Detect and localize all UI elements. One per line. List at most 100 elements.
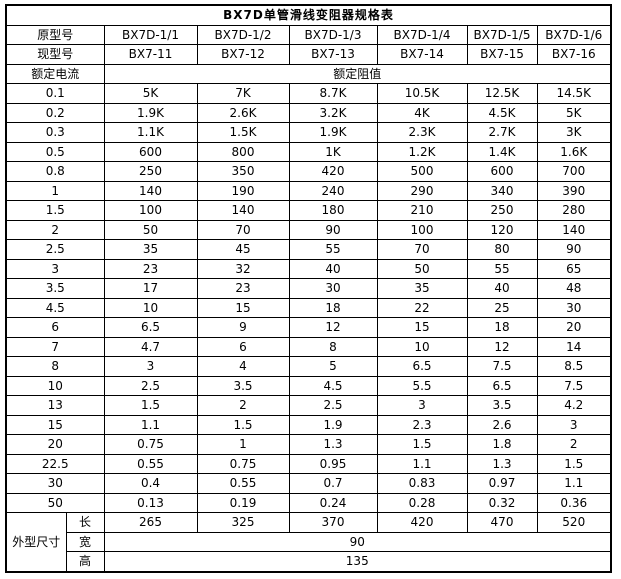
dims-width-row: 宽 90	[6, 531, 612, 552]
resistance-value-cell: 1.8	[466, 434, 538, 455]
resistance-value-cell: 23	[103, 258, 198, 279]
dims-width-label: 宽	[65, 531, 105, 552]
spec-row: 0.3 1.1K 1.5K 1.9K 2.3K 2.7K 3K	[5, 122, 612, 143]
dims-length-value-cell: 265	[103, 512, 198, 533]
resistance-value-cell: 0.7	[288, 473, 378, 494]
rated-current-cell: 0.5	[5, 141, 105, 162]
resistance-value-cell: 35	[376, 278, 468, 299]
dims-length-row: 外型尺寸 长 265 325 370 420 470 520	[5, 512, 612, 572]
resistance-value-cell: 290	[376, 180, 468, 201]
resistance-value-cell: 2.5	[103, 375, 198, 396]
resistance-value-cell: 1.5	[196, 414, 290, 435]
dims-height-label: 高	[65, 551, 105, 572]
resistance-value-cell: 23	[196, 278, 290, 299]
resistance-value-cell: 50	[103, 219, 198, 240]
resistance-value-cell: 2.5	[288, 395, 378, 416]
resistance-value-cell: 2.7K	[466, 122, 538, 143]
spec-row: 7 4.7 6 8 10 12 14	[5, 336, 612, 357]
rated-current-cell: 0.1	[5, 83, 105, 104]
spec-row: 15 1.1 1.5 1.9 2.3 2.6 3	[5, 414, 612, 435]
resistance-value-cell: 3.5	[196, 375, 290, 396]
rated-current-cell: 2	[5, 219, 105, 240]
resistance-value-cell: 6.5	[466, 375, 538, 396]
dims-length-label: 长	[65, 512, 105, 533]
resistance-value-cell: 80	[466, 239, 538, 260]
resistance-value-cell: 18	[466, 317, 538, 338]
resistance-value-cell: 700	[536, 161, 612, 182]
resistance-value-cell: 10	[103, 297, 198, 318]
resistance-value-cell: 17	[103, 278, 198, 299]
dims-height-value: 135	[103, 551, 612, 572]
current-model-cell: BX7-14	[376, 44, 468, 65]
dimensions-section: 外型尺寸 长 265 325 370 420 470 520 宽 90 高 135	[5, 512, 612, 572]
resistance-value-cell: 14.5K	[536, 83, 612, 104]
resistance-value-cell: 9	[196, 317, 290, 338]
rated-header-row: 额定电流 额定阻值	[5, 63, 612, 84]
original-model-row: 原型号 BX7D-1/1 BX7D-1/2 BX7D-1/3 BX7D-1/4 …	[5, 24, 612, 45]
resistance-value-cell: 22	[376, 297, 468, 318]
resistance-value-cell: 0.75	[196, 453, 290, 474]
resistance-value-cell: 600	[103, 141, 198, 162]
rated-current-cell: 30	[5, 473, 105, 494]
original-model-cell: BX7D-1/2	[196, 24, 290, 45]
dims-length-value-cell: 370	[288, 512, 378, 533]
resistance-value-cell: 600	[466, 161, 538, 182]
original-model-cell: BX7D-1/1	[103, 24, 198, 45]
rated-current-cell: 2.5	[5, 239, 105, 260]
rated-current-cell: 22.5	[5, 453, 105, 474]
resistance-value-cell: 0.83	[376, 473, 468, 494]
rated-current-cell: 50	[5, 492, 105, 513]
rated-current-cell: 3.5	[5, 278, 105, 299]
resistance-value-cell: 50	[376, 258, 468, 279]
resistance-value-cell: 55	[466, 258, 538, 279]
resistance-value-cell: 48	[536, 278, 612, 299]
resistance-value-cell: 3.2K	[288, 102, 378, 123]
dims-length-value-cell: 325	[196, 512, 290, 533]
current-model-label: 现型号	[5, 44, 105, 65]
resistance-value-cell: 2.6	[466, 414, 538, 435]
resistance-value-cell: 4K	[376, 102, 468, 123]
resistance-value-cell: 5.5	[376, 375, 468, 396]
resistance-value-cell: 280	[536, 200, 612, 221]
title-row: BX7D单管滑线变阻器规格表	[5, 4, 612, 26]
resistance-value-cell: 0.55	[196, 473, 290, 494]
dims-length-value-cell: 520	[536, 512, 612, 533]
resistance-value-cell: 800	[196, 141, 290, 162]
current-model-cell: BX7-11	[103, 44, 198, 65]
dims-height-row: 高 135	[6, 551, 612, 572]
original-model-cell: BX7D-1/4	[376, 24, 468, 45]
data-section: 0.1 5K 7K 8.7K 10.5K 12.5K 14.5K 0.2 1.9K 2.6K 3.2…	[5, 83, 612, 513]
resistance-value-cell: 1.5	[376, 434, 468, 455]
resistance-value-cell: 1.1K	[103, 122, 198, 143]
resistance-value-cell: 2.3K	[376, 122, 468, 143]
rated-current-cell: 0.8	[5, 161, 105, 182]
resistance-value-cell: 100	[376, 219, 468, 240]
spec-row: 2 50 70 90 100 120 140	[5, 219, 612, 240]
spec-row: 0.1 5K 7K 8.7K 10.5K 12.5K 14.5K	[5, 83, 612, 104]
original-model-cell: BX7D-1/5	[466, 24, 538, 45]
rated-current-cell: 20	[5, 434, 105, 455]
spec-row: 2.5 35 45 55 70 80 90	[5, 239, 612, 260]
resistance-value-cell: 0.95	[288, 453, 378, 474]
resistance-value-cell: 10.5K	[376, 83, 468, 104]
spec-row: 30 0.4 0.55 0.7 0.83 0.97 1.1	[5, 473, 612, 494]
resistance-value-cell: 100	[103, 200, 198, 221]
resistance-value-cell: 250	[466, 200, 538, 221]
resistance-value-cell: 40	[288, 258, 378, 279]
spec-row: 3.5 17 23 30 35 40 48	[5, 278, 612, 299]
spec-row: 8 3 4 5 6.5 7.5 8.5	[5, 356, 612, 377]
resistance-value-cell: 1.2K	[376, 141, 468, 162]
resistance-value-cell: 3.5	[466, 395, 538, 416]
spec-row: 0.5 600 800 1K 1.2K 1.4K 1.6K	[5, 141, 612, 162]
resistance-value-cell: 30	[288, 278, 378, 299]
resistance-value-cell: 1.1	[103, 414, 198, 435]
spec-row: 0.2 1.9K 2.6K 3.2K 4K 4.5K 5K	[5, 102, 612, 123]
dims-width-value: 90	[103, 531, 612, 552]
resistance-value-cell: 20	[536, 317, 612, 338]
current-model-cell: BX7-15	[466, 44, 538, 65]
resistance-value-cell: 4.5K	[466, 102, 538, 123]
resistance-value-cell: 3	[376, 395, 468, 416]
resistance-value-cell: 210	[376, 200, 468, 221]
resistance-value-cell: 1.4K	[466, 141, 538, 162]
